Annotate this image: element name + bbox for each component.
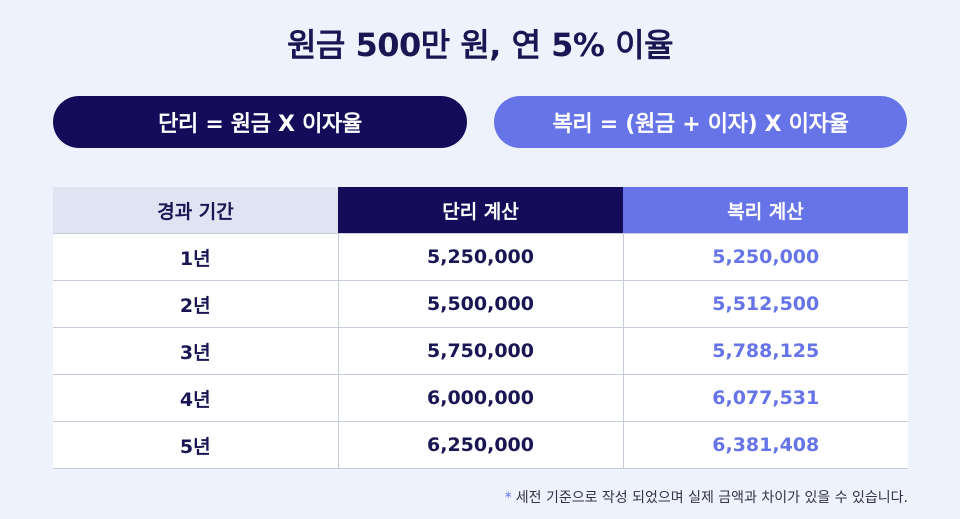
table-header-row: 경과 기간 단리 계산 복리 계산 (53, 187, 908, 234)
period-cell: 2년 (53, 280, 338, 328)
simple-value-cell: 5,750,000 (337, 327, 623, 375)
period-cell: 1년 (53, 233, 338, 281)
simple-interest-formula: 단리 = 원금 X 이자율 (53, 96, 467, 148)
compound-value-cell: 5,512,500 (622, 280, 908, 328)
compound-interest-formula: 복리 = (원금 + 이자) X 이자율 (494, 96, 907, 148)
compound-value-cell: 5,788,125 (622, 327, 908, 375)
simple-value-cell: 5,500,000 (337, 280, 623, 328)
table-row: 2년 5,500,000 5,512,500 (53, 280, 908, 328)
header-period: 경과 기간 (53, 187, 338, 234)
period-cell: 5년 (53, 421, 338, 469)
disclaimer-text: 세전 기준으로 작성 되었으며 실제 금액과 차이가 있을 수 있습니다. (515, 490, 908, 506)
period-cell: 3년 (53, 327, 338, 375)
table-row: 3년 5,750,000 5,788,125 (53, 327, 908, 375)
period-cell: 4년 (53, 374, 338, 422)
header-simple-interest: 단리 계산 (338, 187, 623, 234)
asterisk-marker: * (504, 490, 512, 506)
page-title: 원금 500만 원, 연 5% 이율 (286, 26, 674, 64)
simple-value-cell: 6,250,000 (337, 421, 623, 469)
disclaimer-note: * 세전 기준으로 작성 되었으며 실제 금액과 차이가 있을 수 있습니다. (505, 487, 908, 507)
table-row: 5년 6,250,000 6,381,408 (53, 421, 908, 469)
interest-comparison-table: 경과 기간 단리 계산 복리 계산 1년 5,250,000 5,250,000… (53, 187, 908, 469)
compound-value-cell: 6,381,408 (622, 421, 908, 469)
table-row: 4년 6,000,000 6,077,531 (53, 374, 908, 422)
simple-value-cell: 6,000,000 (337, 374, 623, 422)
header-compound-interest: 복리 계산 (623, 187, 908, 234)
compound-value-cell: 5,250,000 (622, 233, 908, 281)
compound-value-cell: 6,077,531 (622, 374, 908, 422)
table-row: 1년 5,250,000 5,250,000 (53, 233, 908, 281)
simple-value-cell: 5,250,000 (337, 233, 623, 281)
